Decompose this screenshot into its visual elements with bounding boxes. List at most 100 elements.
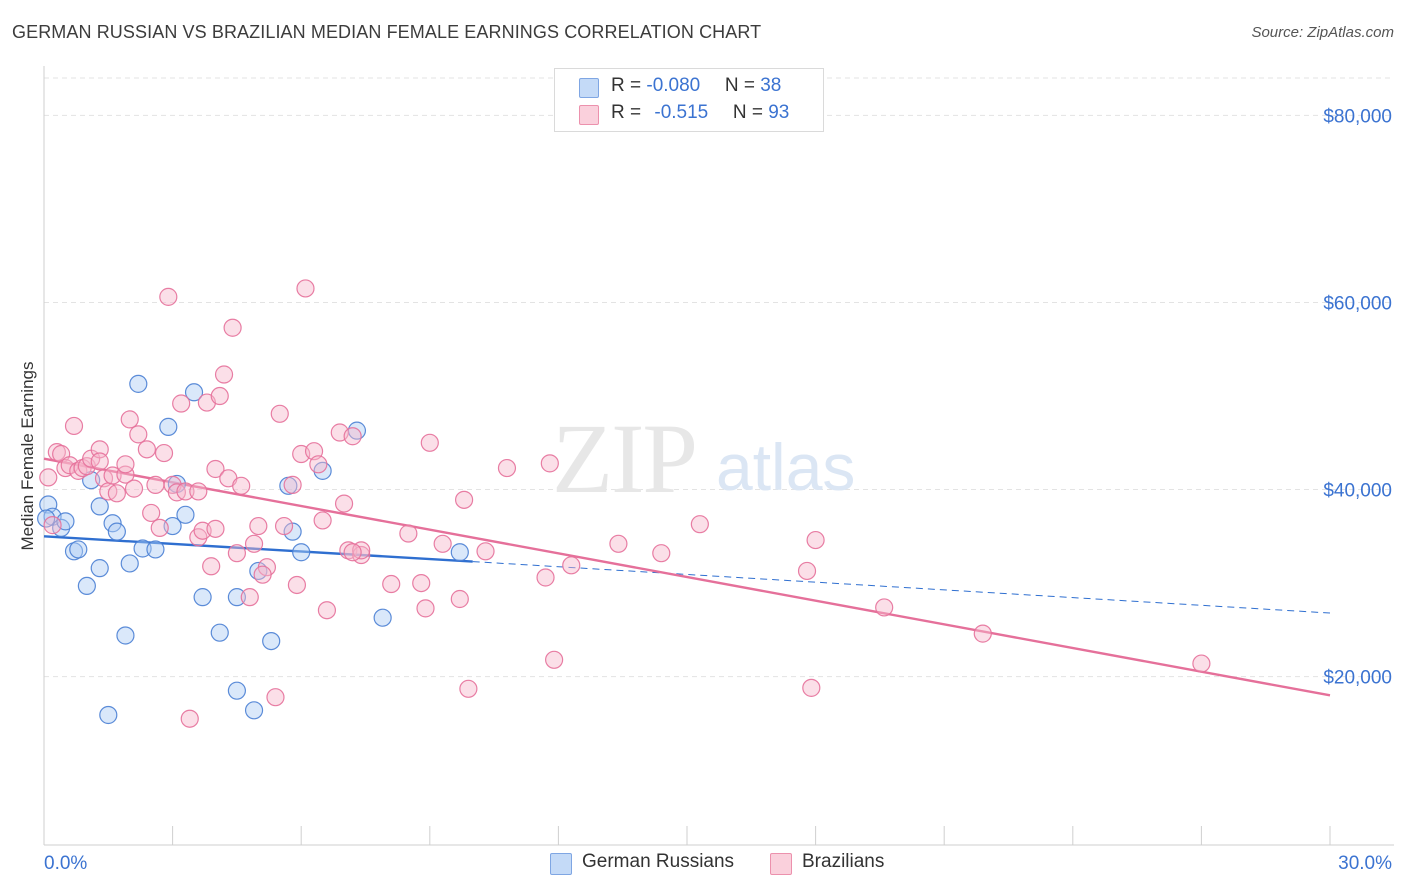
chart-title: GERMAN RUSSIAN VS BRAZILIAN MEDIAN FEMAL… [12,22,762,42]
german-russian-point [90,497,109,516]
legend-r-value: -0.515 [654,102,709,123]
german-russian-point [37,509,56,528]
brazilian-point [343,543,362,562]
german-russian-point [103,514,122,533]
brazilian-point [159,287,178,306]
german-russian-point [373,608,392,627]
brazilian-point [317,601,337,620]
brazilian-point [176,482,195,501]
german-russian-point [227,681,246,700]
bottom-legend-label: German Russians [582,851,735,872]
brazilian-point [240,588,259,607]
correlation-legend: R = -0.080 N = 38 R = -0.515 N = 93 [554,68,824,132]
data-points [37,279,1211,728]
brazilian-point [412,573,431,593]
bottom-legend-swatch-blue [550,853,572,875]
german-russian-point [129,374,148,393]
brazilian-point [459,679,478,698]
brazilian-point [562,556,581,575]
bottom-legend-label: Brazilians [802,851,885,872]
brazilian-point [253,565,272,584]
brazilian-point [227,544,246,563]
legend-n-value: 93 [768,102,790,123]
legend-r-label: R = [611,102,647,123]
brazilian-point [64,416,84,436]
legend-swatch-blue [579,78,599,98]
brazilian-point [420,433,439,452]
german-russian-trend-extension [472,561,1331,614]
watermark-atlas: atlas [716,430,855,504]
brazilian-point [103,466,122,485]
y-tick-labels: $20,000 $40,000 $60,000 $80,000 [1323,106,1392,688]
german-russian-point [99,705,118,725]
brazilian-point [296,279,315,298]
y-tick-label: $20,000 [1323,668,1392,689]
german-russian-point [69,540,88,559]
y-tick-label: $60,000 [1323,293,1392,314]
brazilian-point [334,494,354,513]
german-russian-point [77,576,96,596]
brazilian-point [270,404,289,423]
brazilian-point [232,476,251,495]
german-russian-point [116,626,135,645]
chart-source: Source: ZipAtlas.com [1251,24,1394,41]
watermark: ZIP atlas [552,403,855,514]
brazilian-point [433,534,452,553]
brazilian-point [116,455,135,474]
brazilian-point [129,425,148,444]
y-axis-label: Median Female Earnings [18,361,37,551]
brazilian-point [137,440,156,459]
brazilian-point [210,386,229,406]
german-russian-point [262,631,281,651]
brazilian-point [416,599,435,618]
bottom-legend-swatch-pink [770,853,792,875]
brazilian-point [313,511,332,530]
brazilian-point [266,688,285,707]
brazilian-point [43,516,62,535]
brazilian-point [154,443,174,463]
brazilian-point [206,459,225,479]
german-russian-point [146,540,165,559]
german-russian-point [210,623,229,642]
x-tick-label: 30.0% [1338,853,1392,874]
brazilian-point [146,475,165,494]
brazilian-point [802,678,821,697]
german-russian-point [292,543,311,562]
brazilian-point [540,454,559,473]
brazilian-point [343,427,362,446]
brazilian-point [202,557,221,576]
german-russian-point [244,701,264,720]
brazilian-point [806,530,825,550]
x-tick-label: 0.0% [44,853,87,874]
brazilian-point [189,482,208,501]
watermark-zip: ZIP [552,403,696,514]
legend-n-label: N = [724,75,761,96]
brazilian-point [287,575,307,595]
brazilian-point [536,568,555,587]
brazilian-point [124,479,144,498]
brazilian-point [973,624,992,643]
brazilian-point [1192,654,1211,673]
brazilian-point [382,574,401,594]
brazilian-point [690,515,709,534]
brazilian-point [150,518,169,538]
brazilian-point [450,589,469,609]
german-russian-point [107,522,126,541]
brazilian-point [116,465,135,484]
legend-n-label: N = [732,102,769,123]
brazilian-point [249,516,268,536]
y-tick-label: $80,000 [1323,106,1392,127]
brazilian-point [206,519,225,538]
german-russian-point [90,559,109,578]
brazilian-point [652,544,671,563]
brazilian-point [214,365,234,384]
german-russian-point [193,588,212,607]
brazilian-point [90,452,109,471]
brazilian-point [180,709,199,728]
brazilian-point [309,455,328,474]
brazilian-point [120,410,139,429]
brazilian-trend-line [43,457,1331,697]
german-russian-point [227,588,246,607]
y-tick-label: $40,000 [1323,481,1392,502]
german-russian-point [184,383,204,402]
